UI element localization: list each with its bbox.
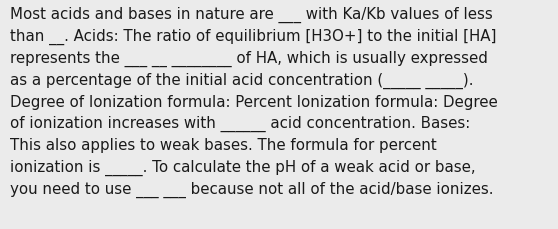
Text: Most acids and bases in nature are ___ with Ka/Kb values of less
than __. Acids:: Most acids and bases in nature are ___ w… [10,6,498,197]
